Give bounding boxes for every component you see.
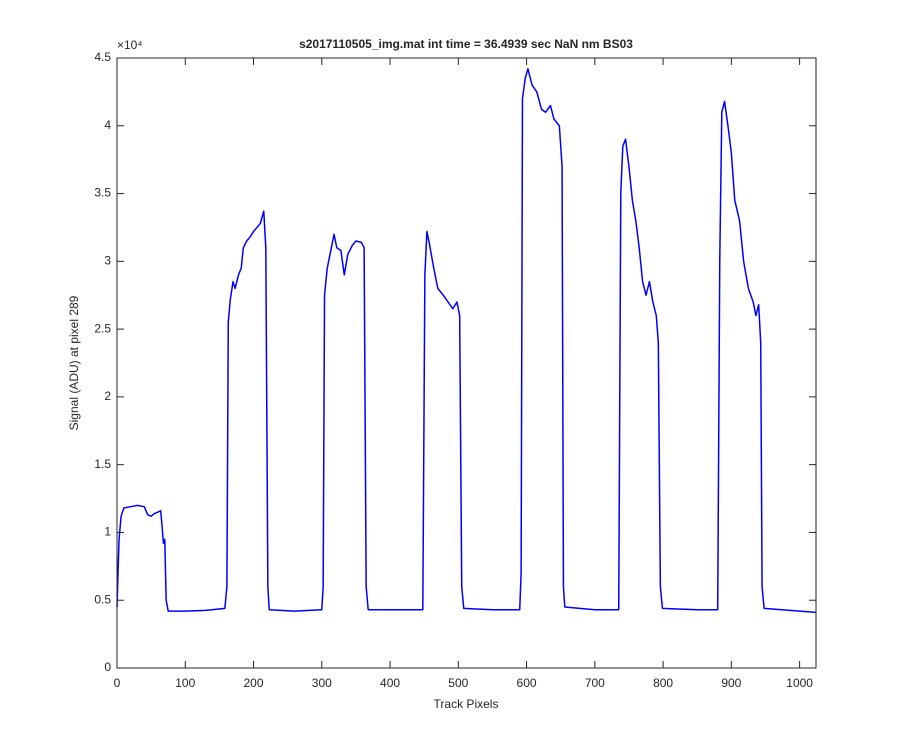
chart-title: s2017110505_img.mat int time = 36.4939 s… [299, 37, 633, 51]
y-multiplier: ×10⁴ [117, 38, 143, 52]
y-axis-label: Signal (ADU) at pixel 289 [67, 295, 81, 430]
y-tick-label: 3.5 [94, 186, 111, 200]
y-tick-label: 2 [104, 389, 111, 403]
y-tick-label: 1 [104, 525, 111, 539]
x-tick-label: 0 [114, 676, 121, 690]
x-tick-label: 300 [312, 676, 332, 690]
x-tick-label: 500 [448, 676, 468, 690]
x-tick-label: 1000 [786, 676, 813, 690]
axes-box [116, 57, 817, 669]
y-tick-label: 0.5 [94, 592, 111, 606]
x-tick-label: 200 [244, 676, 264, 690]
y-tick-label: 2.5 [94, 321, 111, 335]
y-tick-label: 3 [104, 254, 111, 268]
y-tick-label: 4.5 [94, 50, 111, 64]
x-axis-label: Track Pixels [434, 697, 499, 711]
plot-area [117, 58, 816, 668]
x-tick-label: 400 [380, 676, 400, 690]
y-tick-label: 4 [104, 118, 111, 132]
signal-line [116, 68, 817, 614]
x-tick-label: 800 [653, 676, 673, 690]
x-tick-label: 900 [721, 676, 741, 690]
x-tick-label: 700 [585, 676, 605, 690]
x-tick-label: 600 [517, 676, 537, 690]
y-tick-label: 1.5 [94, 457, 111, 471]
x-tick-label: 100 [175, 676, 195, 690]
y-tick-label: 0 [104, 660, 111, 674]
